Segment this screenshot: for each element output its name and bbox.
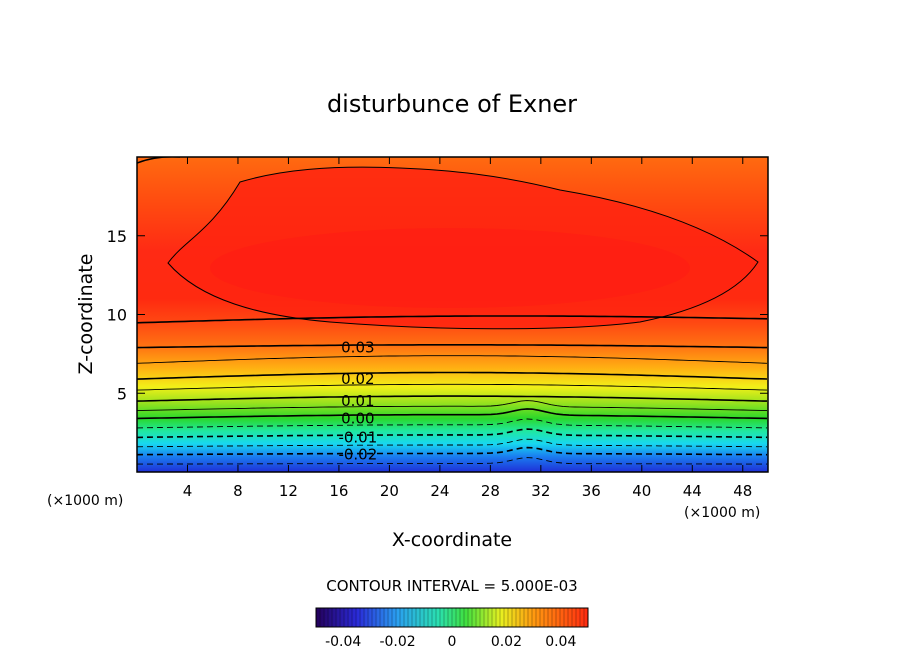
colorbar-frame (315, 607, 589, 628)
contour-label: -0.01 (338, 428, 377, 446)
x-tick-label: 44 (683, 482, 702, 500)
colorbar-stripes (315, 608, 589, 627)
contour-line (137, 438, 768, 448)
colorbar-tick-label: 0.02 (491, 634, 522, 650)
x-tick-label: 48 (733, 482, 752, 500)
y-tick-label: 15 (107, 227, 127, 246)
x-tick-label: 8 (233, 482, 243, 500)
contour-label: 0.03 (341, 339, 374, 357)
x-axis-ticks: 4 8 12 16 20 24 28 32 36 40 44 48 (183, 157, 752, 500)
x-unit-right: (×1000 m) (684, 505, 760, 521)
x-tick-label: 4 (183, 482, 193, 500)
contour-label: 0.01 (341, 392, 374, 410)
contour-line (137, 457, 767, 465)
contour-label: -0.02 (338, 446, 377, 464)
x-tick-label: 36 (582, 482, 601, 500)
contour-line (137, 395, 768, 402)
x-axis-label: X-coordinate (392, 529, 512, 551)
y-tick-label: 10 (107, 306, 127, 325)
colorbar-tick-label: 0.04 (545, 634, 576, 650)
x-tick-label: 40 (632, 482, 651, 500)
contour-line (137, 344, 768, 349)
contour-label: 0.00 (341, 409, 374, 427)
chart-title: disturbunce of Exner (327, 90, 577, 118)
y-tick-label: 5 (117, 384, 127, 403)
contour-line (137, 400, 768, 412)
contour-line (137, 446, 768, 456)
x-tick-label: 16 (329, 482, 348, 500)
x-tick-label: 32 (531, 482, 550, 500)
contour-line (137, 418, 768, 429)
colorbar-ticks: -0.04 -0.02 0 0.02 0.04 (325, 634, 576, 650)
colorbar-tick-label: -0.02 (379, 634, 415, 650)
x-tick-label: 28 (481, 482, 500, 500)
y-axis-ticks: 5 10 15 (107, 227, 768, 403)
contour-line (137, 355, 768, 364)
x-unit-left: (×1000 m) (47, 493, 123, 509)
contour-line (137, 371, 768, 380)
x-tick-label: 12 (279, 482, 298, 500)
max-contour-line (167, 166, 759, 330)
x-tick-label: 24 (430, 482, 449, 500)
contour-line (137, 383, 768, 391)
colorbar-tick-label: -0.04 (325, 634, 361, 650)
core-region (210, 228, 690, 308)
contour-line (137, 408, 768, 420)
x-tick-label: 20 (380, 482, 399, 500)
contour-interval-text: CONTOUR INTERVAL = 5.000E-03 (326, 577, 577, 595)
contour-labels: 0.03 0.02 0.010.00-0.01-0.02 (338, 339, 377, 464)
contour-field (137, 157, 768, 472)
colorbar-tick-label: 0 (448, 634, 457, 650)
contour-label: 0.02 (341, 370, 374, 388)
y-axis-label: Z-coordinate (75, 254, 97, 375)
contour-line (137, 428, 767, 439)
